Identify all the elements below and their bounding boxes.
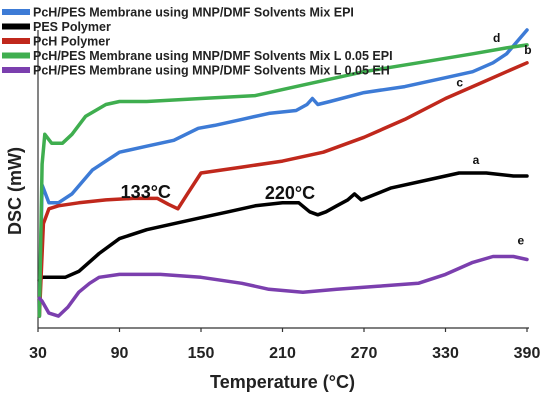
legend-label-a: PES Polymer (33, 20, 111, 34)
series-line-a (37, 171, 529, 283)
x-tick-label: 30 (29, 345, 47, 362)
legend-label-c: PcH/PES Membrane using MNP/DMF Solvents … (33, 6, 354, 20)
legend-label-e: PcH/PES Membrane using MNP/DMF Solvents … (33, 64, 390, 78)
curve-label-b: b (524, 43, 531, 57)
x-ticks: 30 90 150 210 270 330 390 (29, 328, 540, 362)
series-line-e (37, 254, 529, 318)
curve-label-c: c (456, 76, 463, 90)
x-tick-label: 390 (514, 345, 541, 362)
series-lines: c a b d e (37, 28, 532, 318)
legend-label-b: PcH Polymer (33, 35, 110, 49)
x-tick-label: 90 (111, 345, 129, 362)
x-tick-label: 330 (432, 345, 459, 362)
annotations: 133°C 220°C (121, 182, 315, 203)
series-line-d (37, 43, 529, 318)
legend: PcH/PES Membrane using MNP/DMF Solvents … (2, 6, 393, 78)
curve-label-a: a (473, 153, 480, 167)
y-axis-title: DSC (mW) (5, 147, 25, 235)
legend-label-d: PcH/PES Membrane using MNP/DMF Solvents … (33, 49, 393, 63)
x-tick-label: 270 (351, 345, 378, 362)
x-tick-label: 150 (188, 345, 215, 362)
curve-label-e: e (517, 234, 524, 248)
curve-label-d: d (493, 31, 500, 45)
x-tick-label: 210 (269, 345, 296, 362)
axes: 30 90 150 210 270 330 390 Temperature (°C) DSC… (5, 30, 540, 392)
x-axis-title: Temperature (°C) (210, 372, 355, 392)
annotation-133c: 133°C (121, 182, 171, 202)
annotation-220c: 220°C (265, 183, 315, 203)
series-line-c (37, 28, 529, 318)
series-line-b (37, 61, 529, 318)
